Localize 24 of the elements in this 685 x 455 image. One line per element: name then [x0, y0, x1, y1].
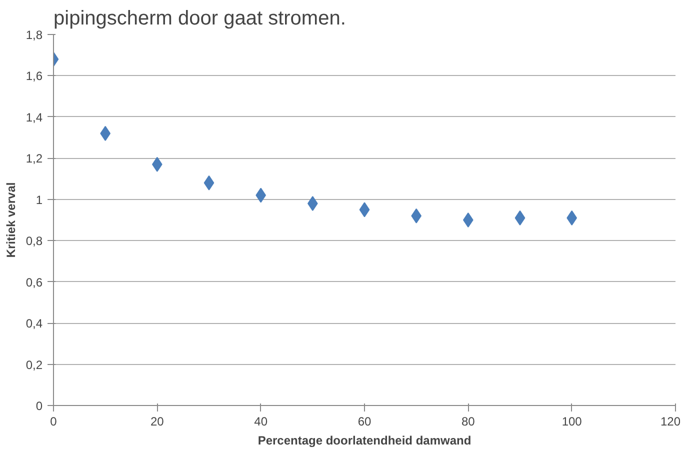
- y-tick-label: 0,4: [26, 316, 43, 331]
- point: [514, 210, 526, 226]
- x-tick-label: 60: [358, 414, 372, 428]
- x-tick-label: 120: [660, 414, 681, 428]
- y-tick-label: 1,2: [26, 152, 43, 166]
- x-tick-label: 0: [50, 414, 58, 428]
- y-tick-label: 0: [36, 399, 43, 413]
- x-tick-label: 100: [562, 414, 582, 428]
- y-tick-label: 1,6: [26, 69, 43, 84]
- x-tick-label: 80: [461, 414, 476, 428]
- point: [204, 175, 214, 190]
- point: [463, 212, 474, 228]
- y-tick-label: 1,4: [26, 110, 43, 124]
- chart-title: pipingscherm door gaat stromen.: [54, 8, 346, 30]
- y-tick-label: 0,8: [26, 234, 43, 248]
- y-axis-title: Kritiek verval: [4, 182, 18, 258]
- point: [359, 202, 370, 218]
- x-tick-label: 20: [150, 414, 164, 428]
- y-tick-label: 1: [36, 192, 43, 207]
- x-axis-title: Percentage doorlatendheid damwand: [258, 434, 472, 448]
- y-tick-label: 0,6: [26, 275, 43, 290]
- y-tick-label: 1,8: [26, 28, 43, 42]
- y-tick-label: 0,2: [26, 358, 43, 372]
- x-tick-label: 40: [254, 414, 268, 428]
